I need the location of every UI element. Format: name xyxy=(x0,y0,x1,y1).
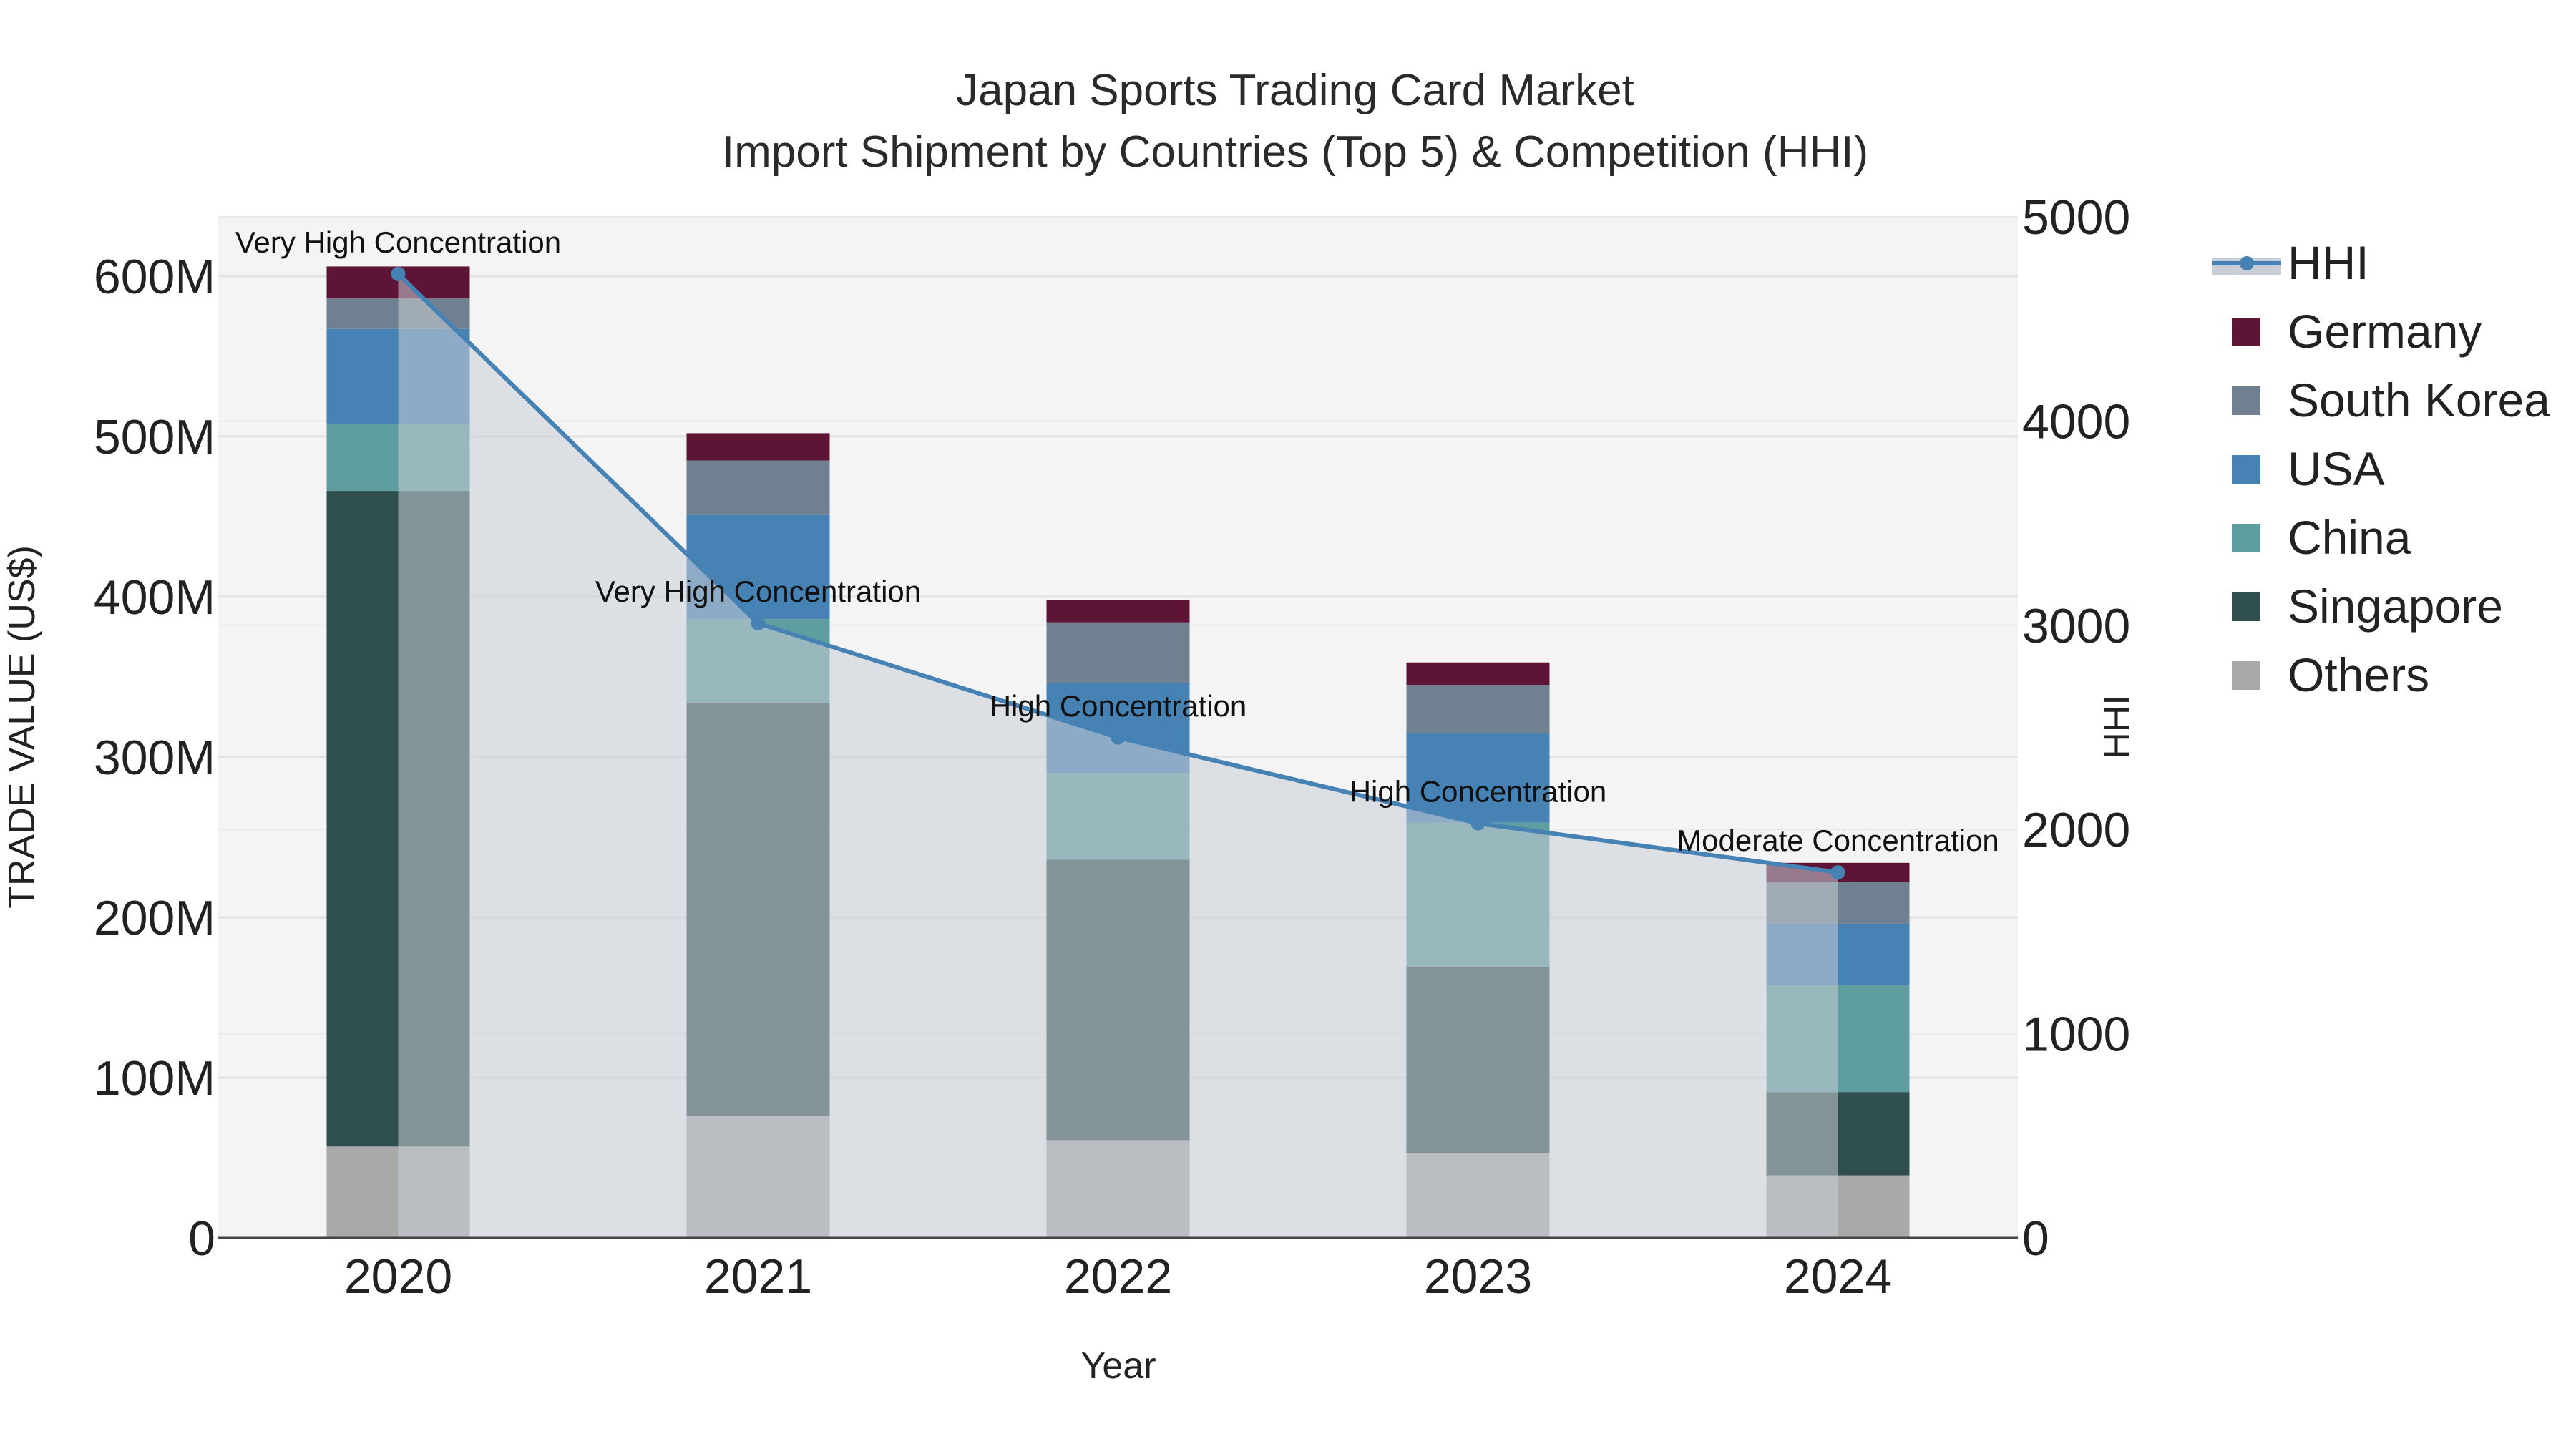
y-tick-label: 300M xyxy=(94,731,215,785)
legend-item-others[interactable]: Others xyxy=(2232,648,2429,701)
legend-label-singapore: Singapore xyxy=(2288,580,2503,633)
legend-swatch-germany xyxy=(2232,318,2260,346)
x-tick-label: 2021 xyxy=(704,1249,812,1304)
legend-swatch-china xyxy=(2232,524,2260,552)
legend-swatch-usa xyxy=(2232,455,2260,484)
hhi-point-2023 xyxy=(1470,816,1485,831)
y-tick-label: 200M xyxy=(94,891,215,945)
legend[interactable]: HHI Germany South Korea USA China Singapore Ot… xyxy=(2212,236,2550,701)
y-tick-label: 500M xyxy=(94,410,215,464)
hhi-annotation-2024: Moderate Concentration xyxy=(1677,824,1999,857)
legend-item-hhi[interactable]: HHI xyxy=(2212,236,2369,289)
y-axis-title: TRADE VALUE (US$) xyxy=(1,545,43,909)
hhi-annotation-2022: High Concentration xyxy=(990,689,1247,723)
legend-item-south-korea[interactable]: South Korea xyxy=(2232,374,2550,426)
chart-title: Japan Sports Trading Card Market xyxy=(956,66,1634,115)
annotations: Very High Concentration Very High Concent… xyxy=(235,225,1999,857)
hhi-layer xyxy=(391,266,1845,1238)
legend-swatch-singapore xyxy=(2232,592,2260,621)
x-tick-label: 2023 xyxy=(1424,1249,1532,1304)
legend-label-usa: USA xyxy=(2288,442,2385,495)
y2-tick-label: 4000 xyxy=(2022,394,2130,449)
bar-germany-2021 xyxy=(686,433,830,461)
x-axis-title: Year xyxy=(1080,1345,1156,1387)
legend-label-hhi: HHI xyxy=(2288,236,2369,289)
legend-item-china[interactable]: China xyxy=(2232,511,2411,564)
bar-south-korea-2023 xyxy=(1406,685,1550,733)
hhi-annotation-2020: Very High Concentration xyxy=(235,225,561,259)
hhi-area-fill xyxy=(398,273,1838,1238)
y-tick-label: 0 xyxy=(188,1211,215,1266)
legend-item-germany[interactable]: Germany xyxy=(2232,305,2482,358)
hhi-annotation-2021: Very High Concentration xyxy=(595,575,921,608)
y2-tick-label: 0 xyxy=(2022,1211,2049,1266)
axes: 2020 2021 2022 2023 2024 0 100M 200M 300M 400M 500… xyxy=(94,190,2130,1304)
x-tick-label: 2020 xyxy=(344,1249,452,1304)
y2-tick-label: 3000 xyxy=(2022,599,2130,653)
hhi-point-2022 xyxy=(1111,730,1126,745)
legend-item-singapore[interactable]: Singapore xyxy=(2232,580,2503,633)
legend-swatch-others xyxy=(2232,661,2260,690)
bar-south-korea-2022 xyxy=(1046,622,1190,683)
hhi-point-2024 xyxy=(1830,865,1845,880)
bar-south-korea-2021 xyxy=(686,460,830,515)
y2-tick-label: 1000 xyxy=(2022,1008,2130,1062)
bar-germany-2023 xyxy=(1406,662,1550,686)
legend-swatch-south-korea xyxy=(2232,386,2260,415)
legend-label-china: China xyxy=(2288,511,2411,564)
y-tick-label: 600M xyxy=(94,250,215,304)
y2-tick-label: 5000 xyxy=(2022,190,2130,245)
hhi-annotation-2023: High Concentration xyxy=(1350,775,1607,809)
legend-label-south-korea: South Korea xyxy=(2288,374,2550,426)
y2-tick-label: 2000 xyxy=(2022,803,2130,857)
legend-label-others: Others xyxy=(2288,648,2429,701)
hhi-point-2021 xyxy=(751,615,766,630)
y2-axis-title: HHI xyxy=(2097,695,2138,759)
legend-marker-hhi xyxy=(2240,256,2254,270)
y-tick-label: 100M xyxy=(94,1051,215,1106)
chart-subtitle: Import Shipment by Countries (Top 5) & C… xyxy=(722,127,1868,177)
hhi-point-2020 xyxy=(391,266,406,281)
legend-label-germany: Germany xyxy=(2288,305,2482,358)
x-tick-label: 2022 xyxy=(1064,1249,1172,1304)
x-tick-label: 2024 xyxy=(1784,1249,1892,1304)
bar-usa-2023 xyxy=(1406,733,1550,823)
bar-germany-2022 xyxy=(1046,600,1190,623)
legend-item-usa[interactable]: USA xyxy=(2232,442,2385,495)
y-tick-label: 400M xyxy=(94,570,215,625)
